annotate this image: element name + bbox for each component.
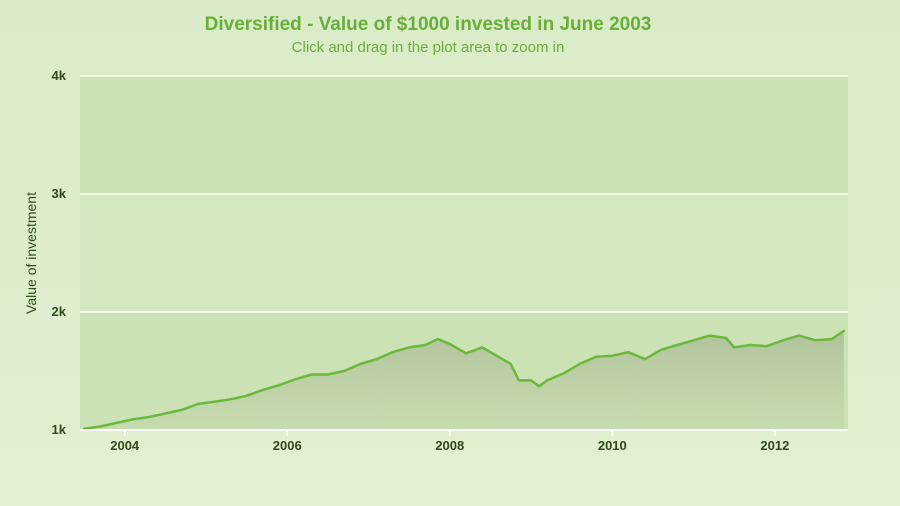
- y-axis: 1k 2k 3k 4k: [52, 68, 67, 437]
- y-tick-label: 3k: [52, 186, 67, 201]
- x-tick-label: 2006: [273, 438, 302, 453]
- y-tick-label: 2k: [52, 304, 67, 319]
- series-layer: [82, 329, 846, 431]
- plot-band: [80, 194, 848, 312]
- y-axis-title: Value of investment: [23, 192, 39, 314]
- plot-band: [80, 76, 848, 194]
- series-area: [84, 330, 844, 430]
- series-line: [82, 329, 846, 431]
- y-tick-label: 4k: [52, 68, 67, 83]
- x-axis: 2004 2006 2008 2010 2012: [80, 429, 848, 453]
- x-tick-label: 2010: [598, 438, 627, 453]
- x-tick-label: 2012: [760, 438, 789, 453]
- x-tick-label: 2008: [435, 438, 464, 453]
- y-tick-label: 1k: [52, 422, 67, 437]
- plot-area[interactable]: [80, 76, 848, 430]
- x-tick-label: 2004: [110, 438, 140, 453]
- chart-subtitle: Click and drag in the plot area to zoom …: [292, 39, 565, 56]
- chart-title: Diversified - Value of $1000 invested in…: [205, 14, 652, 35]
